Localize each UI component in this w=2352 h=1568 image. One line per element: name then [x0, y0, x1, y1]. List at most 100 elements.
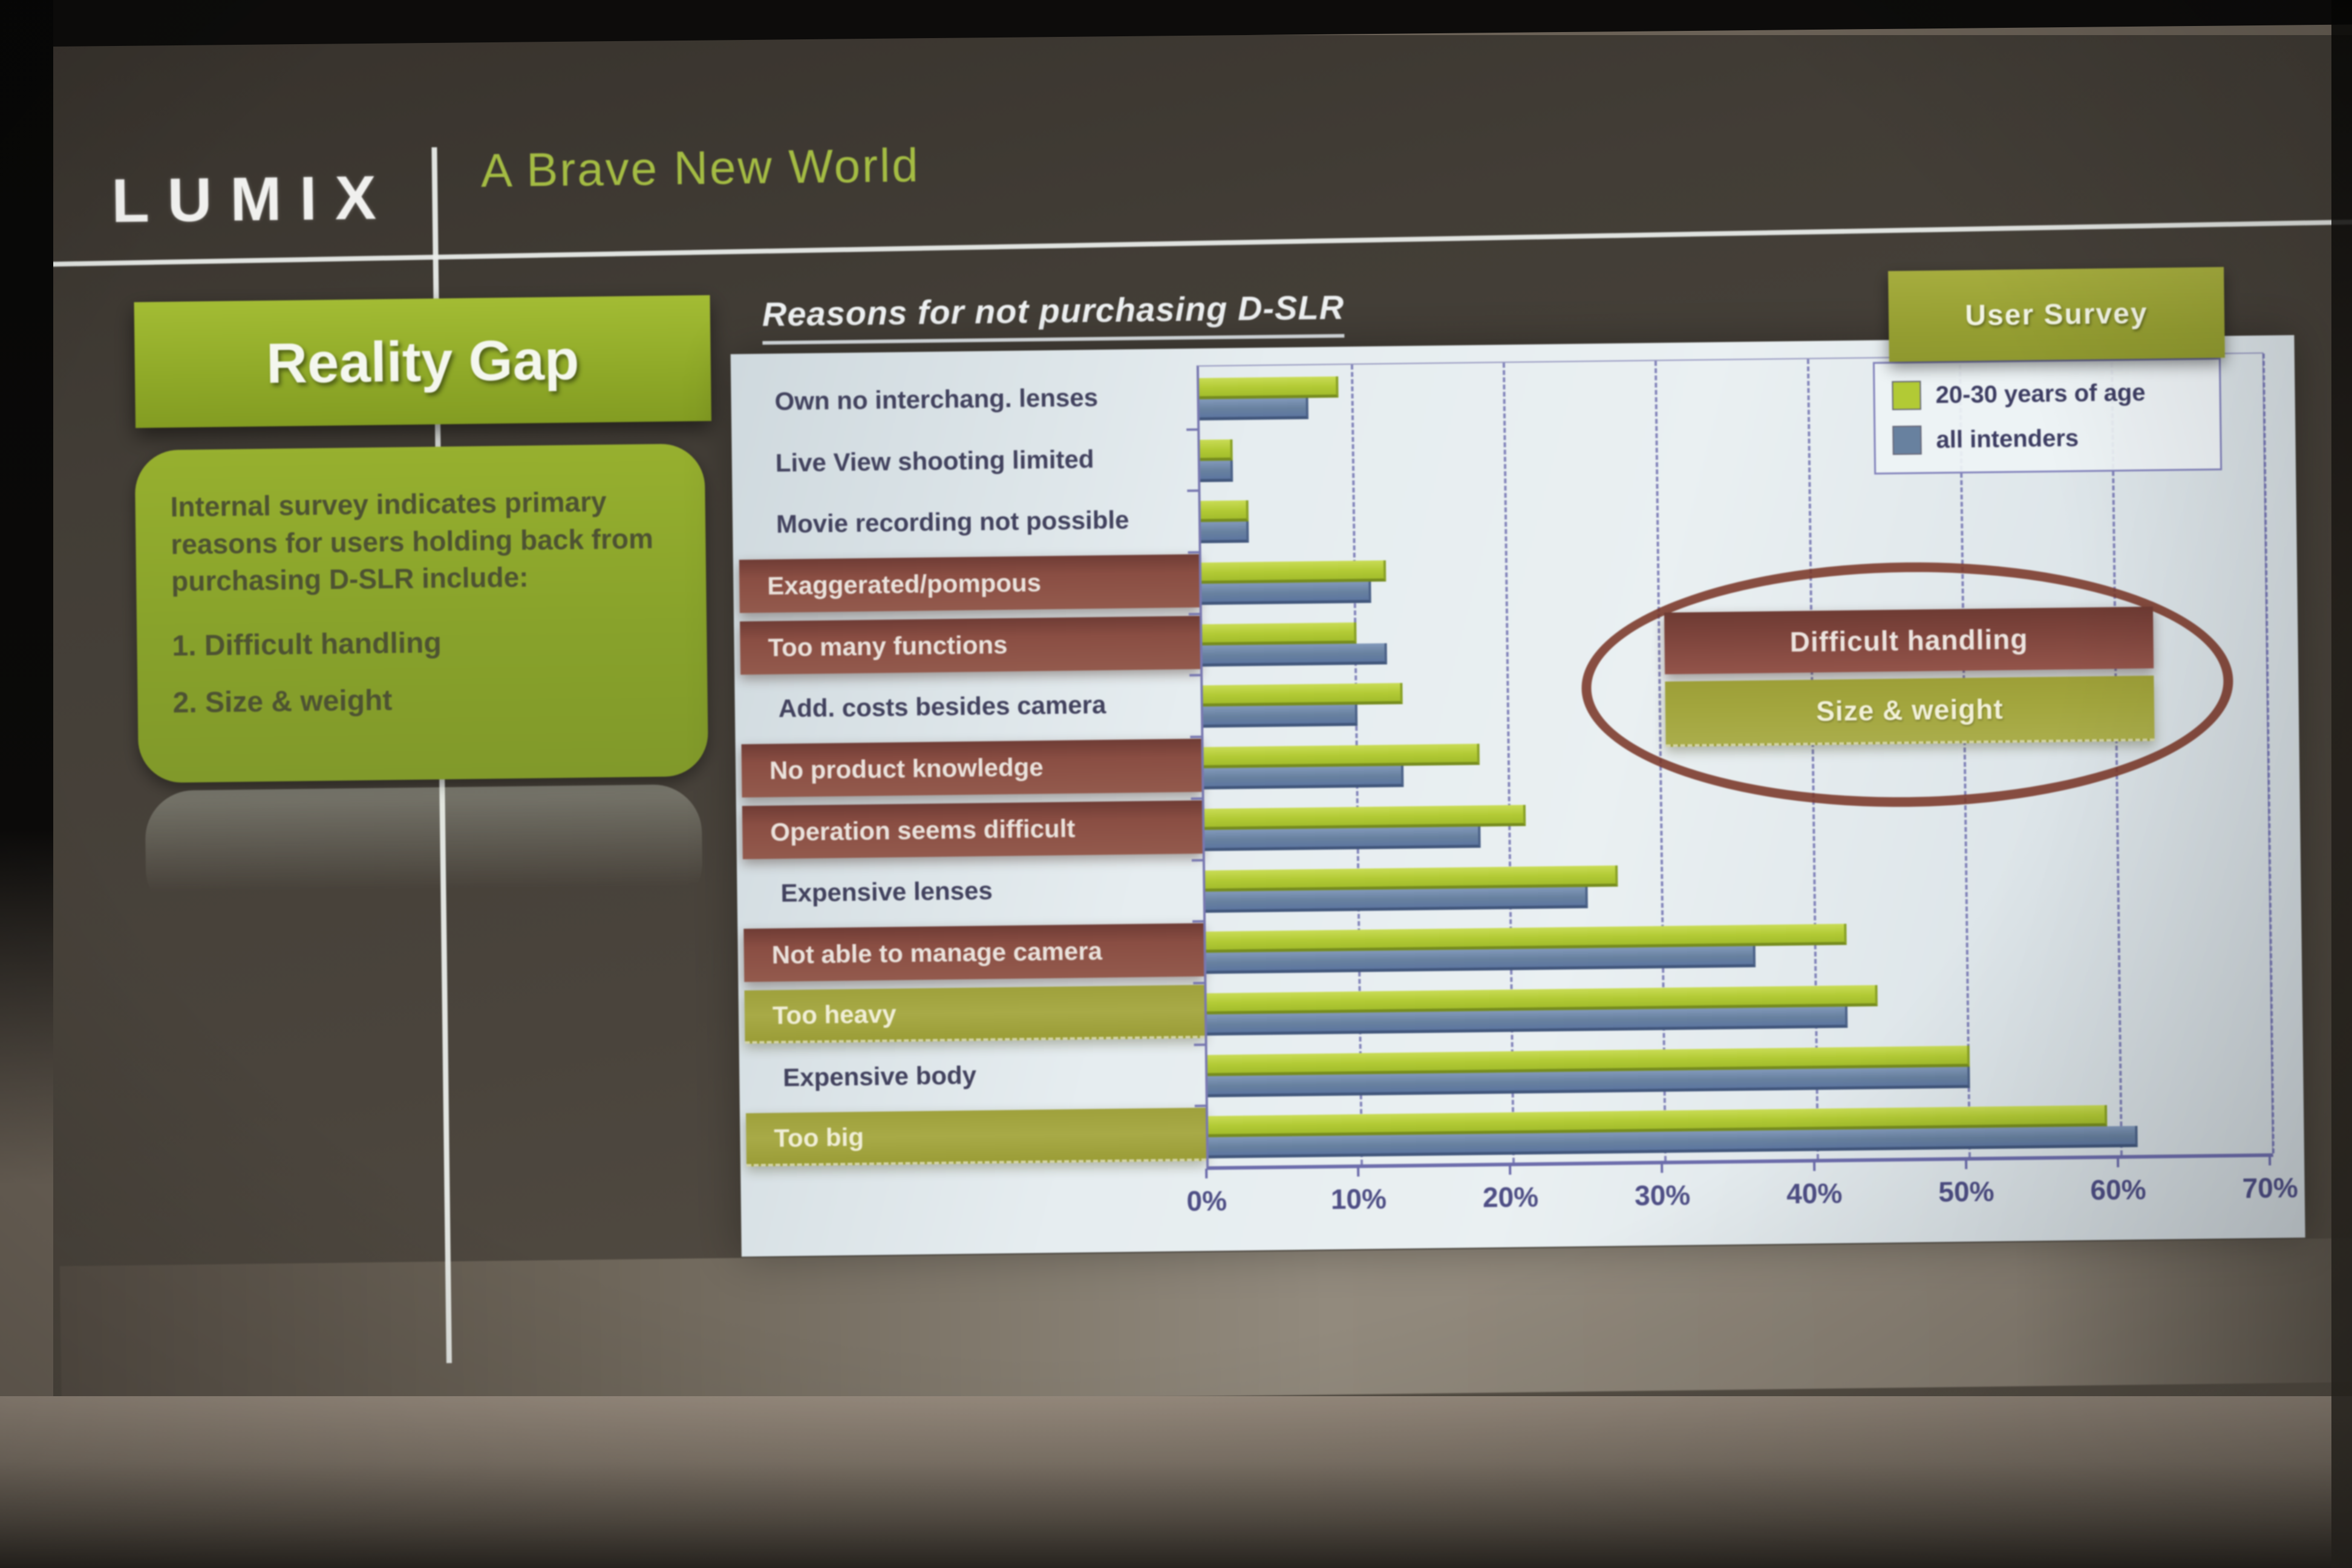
bar-all-intenders: [1201, 521, 1249, 544]
screen-lower-surface: [0, 1396, 2352, 1568]
label-row: Expensive body: [745, 1042, 1206, 1109]
x-axis-tick: [2269, 1155, 2272, 1166]
category-label: No product knowledge: [741, 739, 1202, 798]
y-axis-tick: [1191, 797, 1204, 800]
x-tick-label: 20%: [1482, 1181, 1539, 1214]
bar-all-intenders: [1203, 705, 1358, 728]
legend-tab-label: User Survey: [1965, 297, 2148, 332]
annotation-box-difficult-handling: Difficult handling: [1664, 606, 2154, 675]
sidebar-text-box: Internal survey indicates primary reason…: [134, 443, 709, 783]
y-axis-tick: [1191, 858, 1205, 861]
x-axis-tick: [1357, 1166, 1360, 1177]
category-label: Exaggerated/pompous: [739, 554, 1200, 613]
label-row: Too heavy: [744, 981, 1205, 1048]
sidebar-body: Internal survey indicates primary reason…: [170, 483, 671, 601]
y-axis-tick: [1187, 551, 1201, 554]
photo-left-black-band: [0, 0, 53, 1186]
slide: LUMIX A Brave New World Reality Gap Inte…: [53, 35, 2352, 1396]
x-axis-tick: [1812, 1161, 1815, 1171]
category-label: Expensive lenses: [780, 876, 993, 907]
label-row: Own no interchang. lenses: [737, 365, 1197, 433]
sidebar-item: 2. Size & weight: [172, 684, 393, 719]
sidebar-body-line: Internal survey indicates primary: [170, 486, 607, 523]
x-axis-tick: [2116, 1157, 2120, 1168]
y-axis-tick: [1193, 981, 1207, 985]
legend-swatch-green: [1892, 381, 1921, 411]
category-label: Movie recording not possible: [776, 505, 1129, 538]
bar-20-30-years: [1201, 560, 1387, 584]
slide-bottom-band: [59, 1238, 2352, 1396]
bar-20-30-years: [1200, 500, 1249, 523]
x-tick-label: 10%: [1330, 1183, 1387, 1215]
bar-20-30-years: [1202, 622, 1357, 645]
sidebar-body-line: reasons for users holding back from: [171, 522, 654, 560]
reality-gap-title: Reality Gap: [266, 327, 580, 395]
legend-tab: User Survey: [1888, 267, 2225, 362]
x-tick-label: 40%: [1786, 1177, 1843, 1210]
x-tick-label: 30%: [1634, 1179, 1691, 1212]
label-row: Live View shooting limited: [737, 427, 1198, 494]
photo-right-edge-shadow: [2331, 0, 2352, 1568]
category-label: Too big: [745, 1108, 1206, 1167]
legend-entry: 20-30 years of age: [1892, 377, 2203, 411]
chart-title: Reasons for not purchasing D-SLR: [762, 287, 1345, 345]
category-labels: Own no interchang. lenses Live View shoot…: [737, 365, 1206, 1171]
category-label: Too heavy: [744, 984, 1205, 1044]
sidebar-item: 1. Difficult handling: [172, 627, 442, 662]
category-label: Own no interchang. lenses: [774, 382, 1099, 416]
x-axis-tick: [1661, 1163, 1664, 1173]
legend-swatch-blue: [1892, 425, 1922, 456]
label-row: Add. costs besides camera: [740, 673, 1201, 740]
lumix-logo: LUMIX: [111, 163, 395, 235]
bar-row: [1208, 1092, 2272, 1166]
legend: 20-30 years of age all intenders: [1872, 358, 2223, 475]
bar-20-30-years: [1200, 439, 1233, 461]
bar-20-30-years: [1199, 376, 1339, 400]
label-row: Too big: [745, 1103, 1206, 1171]
chart-panel: Own no interchang. lenses Live View shoot…: [730, 267, 2305, 1257]
category-label: Too many functions: [740, 615, 1201, 675]
legend-label: 20-30 years of age: [1935, 379, 2146, 408]
label-row: Expensive lenses: [743, 858, 1203, 925]
y-axis-tick: [1194, 1105, 1208, 1108]
y-axis-tick: [1190, 736, 1204, 739]
y-axis-tick: [1194, 1043, 1207, 1046]
x-tick-label: 70%: [2242, 1171, 2299, 1204]
label-row: Exaggerated/pompous: [739, 550, 1200, 617]
category-label: Expensive body: [782, 1061, 977, 1092]
x-axis-tick: [1964, 1159, 1967, 1169]
y-axis-tick: [1186, 428, 1200, 431]
bar-all-intenders: [1199, 397, 1308, 421]
bar-20-30-years: [1203, 743, 1480, 769]
label-row: Too many functions: [740, 612, 1201, 679]
legend-entry: all intenders: [1892, 422, 2203, 456]
reality-gap-title-box: Reality Gap: [134, 295, 711, 428]
deck-title: A Brave New World: [480, 138, 921, 197]
x-axis-labels: 0% 10% 20% 30% 40% 50% 60% 70%: [1186, 1155, 2298, 1235]
bar-all-intenders: [1205, 886, 1588, 913]
x-tick-label: 0%: [1186, 1184, 1227, 1217]
y-axis-tick: [1188, 612, 1202, 616]
x-axis-tick: [1205, 1168, 1208, 1179]
slide-content: LUMIX A Brave New World Reality Gap Inte…: [53, 35, 2352, 1396]
x-axis-tick: [1509, 1165, 1512, 1175]
category-label: Add. costs besides camera: [778, 690, 1106, 723]
legend-label: all intenders: [1936, 424, 2079, 453]
x-tick-label: 50%: [1938, 1175, 1994, 1208]
category-label: Not able to manage camera: [743, 923, 1204, 982]
annotation-box-size-weight: Size & weight: [1665, 675, 2155, 747]
sidebar-box-reflection: [145, 784, 703, 918]
label-row: Not able to manage camera: [743, 919, 1204, 986]
bar-all-intenders: [1204, 826, 1481, 851]
x-tick-label: 60%: [2090, 1174, 2146, 1206]
sidebar-body-line: purchasing D-SLR include:: [171, 561, 529, 598]
bar-all-intenders: [1204, 766, 1404, 790]
bar-all-intenders: [1202, 643, 1388, 667]
category-label: Operation seems difficult: [742, 800, 1203, 859]
bar-all-intenders: [1201, 581, 1371, 606]
header-horizontal-rule: [53, 219, 2352, 267]
y-axis-tick: [1187, 489, 1201, 492]
category-label: Live View shooting limited: [775, 444, 1094, 477]
y-axis-tick: [1192, 920, 1206, 923]
